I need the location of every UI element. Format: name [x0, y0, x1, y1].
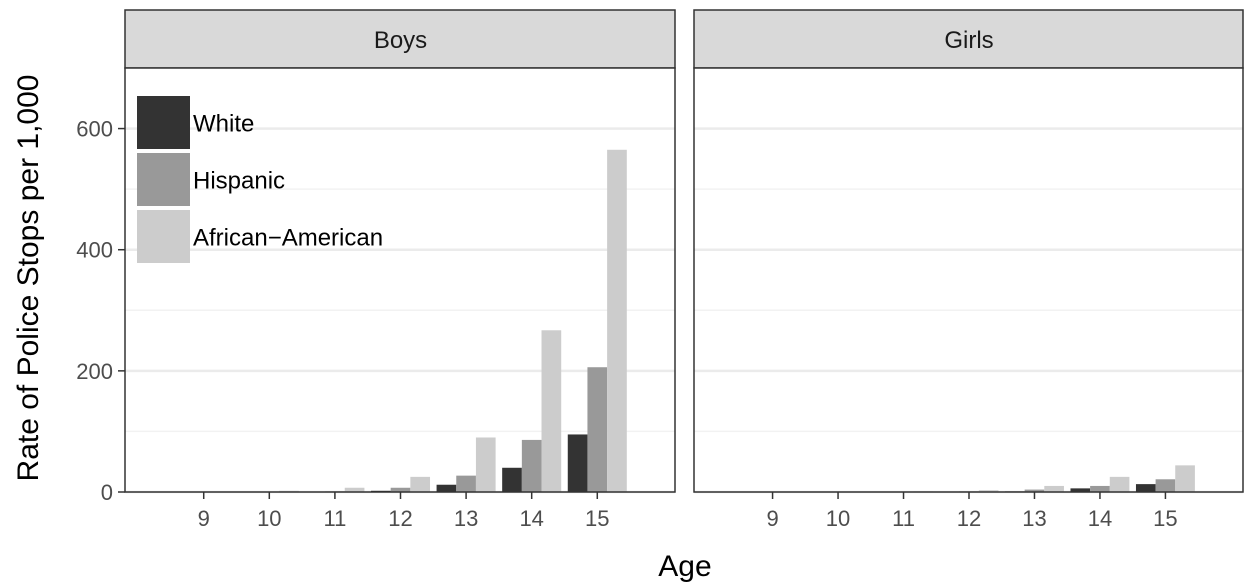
y-axis-title: Rate of Police Stops per 1,000 — [12, 75, 45, 482]
bar-boys-14-2 — [541, 330, 562, 492]
bar-girls-14-2 — [1109, 476, 1130, 492]
bar-boys-11-2 — [344, 487, 365, 492]
bar-girls-14-1 — [1090, 485, 1110, 492]
legend-key-0 — [137, 96, 190, 149]
bar-girls-13-2 — [1044, 485, 1064, 492]
x-tick-label: 14 — [1088, 506, 1112, 531]
y-tick-label: 600 — [76, 117, 113, 142]
plot-background — [125, 68, 675, 492]
y-tick-label: 0 — [101, 480, 113, 505]
x-tick-label: 14 — [519, 506, 543, 531]
legend-key-1 — [137, 153, 190, 206]
x-tick-label: 11 — [323, 506, 346, 531]
y-tick-label: 200 — [76, 359, 113, 384]
bar-boys-14-1 — [521, 439, 542, 492]
bar-boys-15-0 — [567, 434, 588, 492]
bar-girls-15-0 — [1135, 484, 1156, 492]
facet-strip — [693, 9, 1244, 69]
bar-girls-12-2 — [978, 490, 999, 492]
panel-girls: Girls 9 10 11 12 13 14 15 — [693, 9, 1244, 531]
bar-boys-15-1 — [587, 367, 608, 492]
x-tick-label: 9 — [198, 506, 210, 531]
x-axis-title: Age — [658, 550, 711, 583]
bar-girls-14-0 — [1070, 488, 1091, 492]
x-tick-label: 10 — [826, 506, 850, 531]
bar-boys-14-0 — [502, 467, 522, 492]
bar-girls-13-1 — [1024, 489, 1045, 492]
bar-boys-13-0 — [436, 484, 457, 492]
panel-boys: Boys 9 10 11 12 13 14 15 0 200 400 600 — [76, 9, 676, 531]
y-tick-label: 400 — [76, 238, 113, 263]
bar-boys-13-2 — [475, 437, 496, 492]
panel-border — [124, 67, 676, 493]
x-tick-label: 13 — [454, 506, 478, 531]
legend-label-2: African−American — [193, 225, 383, 252]
bar-girls-15-1 — [1155, 479, 1176, 492]
facet-strip — [124, 9, 676, 69]
x-tick-label: 15 — [585, 506, 609, 531]
x-tick-label: 12 — [388, 506, 412, 531]
legend-label-1: Hispanic — [193, 168, 285, 195]
facet-strip-label: Girls — [944, 27, 993, 54]
x-tick-label: 9 — [766, 506, 778, 531]
x-tick-label: 12 — [957, 506, 981, 531]
legend-key-2 — [137, 210, 190, 263]
plot-background — [694, 68, 1243, 492]
facet-panels: Boys 9 10 11 12 13 14 15 0 200 400 600 Girls 9 10 11 12 1… — [76, 9, 1244, 531]
bar-boys-15-2 — [607, 149, 627, 492]
legend: White Hispanic African−American — [137, 96, 383, 263]
x-tick-label: 13 — [1022, 506, 1046, 531]
bar-boys-13-1 — [456, 475, 476, 492]
x-tick-label: 11 — [892, 506, 915, 531]
bar-girls-15-2 — [1175, 465, 1195, 492]
bar-boys-12-2 — [410, 476, 431, 492]
x-tick-label: 15 — [1153, 506, 1177, 531]
x-tick-label: 10 — [257, 506, 281, 531]
legend-label-0: White — [193, 111, 254, 138]
bar-boys-12-1 — [390, 487, 411, 492]
facet-strip-label: Boys — [374, 27, 427, 54]
panel-border — [693, 67, 1244, 493]
